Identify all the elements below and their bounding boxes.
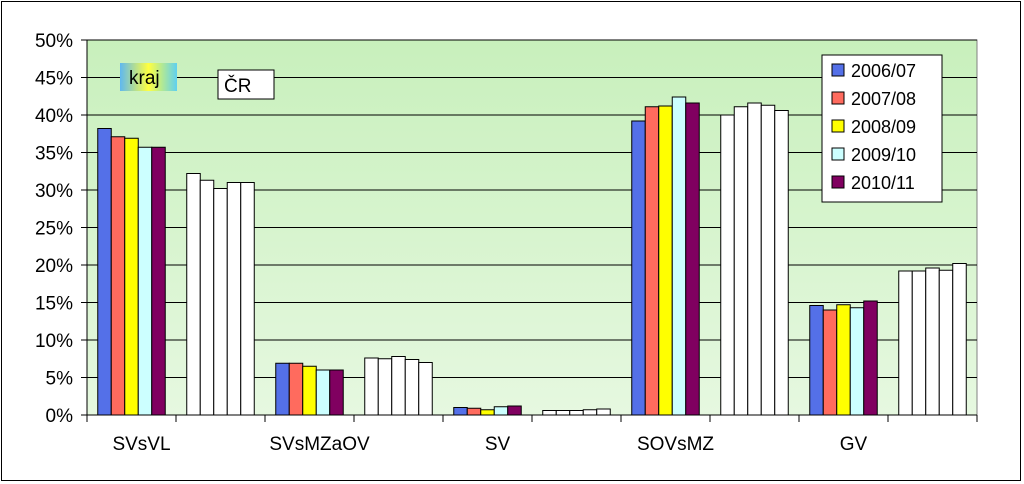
bar-kraj-2010-11-SOVsMZ	[685, 102, 700, 416]
bar-kraj-2008-09-SV	[480, 409, 495, 416]
legend-swatch-2010-11	[831, 175, 845, 189]
bar-kraj-2009-10-SOVsMZ	[671, 96, 687, 416]
bar-kraj-2010-11-SV	[507, 405, 522, 416]
category-label-SVsVL: SVsVL	[112, 434, 170, 455]
y-axis-ticks: 0% 5% 10% 15% 20% 25% 30% 35% 40% 45% 50%	[35, 31, 87, 427]
bar-kraj-2008-09-SVsVL	[124, 137, 139, 416]
axes	[86, 40, 978, 422]
legend-label-2009-10: 2009/10	[851, 145, 916, 165]
y-tick-label: 35%	[35, 144, 73, 165]
tag-cr-label: ČR	[224, 75, 251, 97]
bar-kraj-2007-08-SOVsMZ	[644, 106, 660, 416]
tag-kraj: kraj	[120, 63, 177, 91]
bar-cr-2009-10-SVsMZaOV	[404, 359, 420, 416]
bar-kraj-2007-08-SV	[466, 407, 482, 416]
bar-kraj-2009-10-GV	[849, 307, 865, 416]
y-tick-label: 20%	[35, 256, 73, 277]
bar-kraj-2006-07-GV	[809, 305, 824, 416]
bar-cr-2006-07-SV	[542, 410, 557, 416]
bar-kraj-2007-08-GV	[822, 309, 838, 416]
tag-cr-box	[217, 69, 275, 100]
legend-swatch-2006-07	[831, 63, 845, 77]
bar-kraj-2009-10-SV	[493, 406, 509, 416]
bar-cr-2007-08-SVsVL	[199, 179, 215, 416]
tag-kraj-label: kraj	[129, 68, 160, 89]
bar-cr-2006-07-SOVsMZ	[720, 114, 735, 416]
bar-cr-2006-07-SVsVL	[186, 173, 201, 416]
bar-cr-2009-10-GV	[938, 269, 954, 416]
bar-kraj-2007-08-SVsVL	[110, 136, 126, 416]
bar-kraj-2010-11-SVsVL	[151, 146, 166, 416]
bar-cr-2009-10-SV	[582, 409, 598, 416]
y-tick-label: 45%	[35, 69, 73, 90]
category-label-GV: GV	[840, 434, 868, 455]
y-tick-label: 30%	[35, 181, 73, 202]
y-tick-label: 0%	[46, 406, 74, 427]
bar-kraj-2006-07-SVsVL	[97, 128, 112, 416]
category-label-SOVsMZ: SOVsMZ	[637, 434, 714, 455]
bar-kraj-2009-10-SVsVL	[137, 146, 153, 416]
legend-label-2010-11: 2010/11	[851, 173, 915, 193]
bar-cr-2007-08-SOVsMZ	[733, 106, 749, 416]
y-tick-label: 25%	[35, 219, 73, 240]
bar-kraj-2008-09-SVsMZaOV	[302, 365, 317, 416]
bar-cr-2009-10-SVsVL	[226, 182, 242, 416]
bar-kraj-2006-07-SOVsMZ	[631, 120, 646, 416]
bar-cr-2010-11-SVsMZaOV	[418, 362, 433, 416]
bar-kraj-2008-09-GV	[836, 304, 851, 416]
tag-kraj-box	[120, 63, 177, 91]
y-tick-label: 5%	[46, 369, 74, 390]
y-tick-label: 10%	[35, 331, 73, 352]
legend-swatch-2007-08	[831, 91, 845, 105]
bar-cr-2007-08-SVsMZaOV	[377, 358, 393, 416]
bar-cr-2010-11-SVsVL	[240, 182, 255, 416]
legend-swatch-2009-10	[831, 147, 845, 161]
bar-cr-2010-11-SOVsMZ	[774, 110, 789, 416]
bar-cr-2008-09-SVsVL	[213, 188, 228, 416]
bar-cr-2008-09-SOVsMZ	[747, 102, 762, 416]
bar-kraj-2009-10-SVsMZaOV	[315, 369, 331, 416]
bar-kraj-2007-08-SVsMZaOV	[288, 362, 304, 416]
x-axis-categories: SVsVL SVsMZaOV SV SOVsMZ GV	[112, 434, 867, 455]
bar-cr-2008-09-SVsMZaOV	[391, 356, 406, 416]
legend-label-2007-08: 2007/08	[851, 89, 916, 109]
bar-cr-2010-11-SV	[596, 408, 611, 416]
tag-cr: ČR	[217, 69, 275, 100]
bar-cr-2008-09-SV	[569, 410, 584, 416]
bar-cr-2008-09-GV	[925, 267, 940, 416]
bar-cr-2006-07-GV	[898, 270, 913, 416]
y-tick-label: 40%	[35, 106, 73, 127]
legend-label-2006-07: 2006/07	[851, 61, 916, 81]
legend-label-2008-09: 2008/09	[851, 117, 916, 137]
y-tick-label: 15%	[35, 294, 73, 315]
category-label-SVsMZaOV: SVsMZaOV	[269, 434, 370, 455]
bar-kraj-2006-07-SVsMZaOV	[275, 362, 290, 416]
category-label-SV: SV	[485, 434, 511, 455]
bar-kraj-2010-11-GV	[863, 300, 878, 416]
bar-kraj-2006-07-SV	[453, 407, 468, 416]
legend: 2006/07 2007/08 2008/09 2009/10 2010/11	[821, 54, 943, 203]
bar-cr-2007-08-SV	[555, 410, 571, 416]
bar-cr-2007-08-GV	[911, 270, 927, 416]
legend-swatch-2008-09	[831, 119, 845, 133]
bar-cr-2006-07-SVsMZaOV	[364, 357, 379, 416]
bar-cr-2010-11-GV	[952, 263, 967, 416]
bar-kraj-2010-11-SVsMZaOV	[329, 369, 344, 416]
bars	[97, 96, 967, 416]
bar-cr-2009-10-SOVsMZ	[760, 104, 776, 416]
bar-kraj-2008-09-SOVsMZ	[658, 105, 673, 416]
y-tick-label: 50%	[35, 31, 73, 52]
